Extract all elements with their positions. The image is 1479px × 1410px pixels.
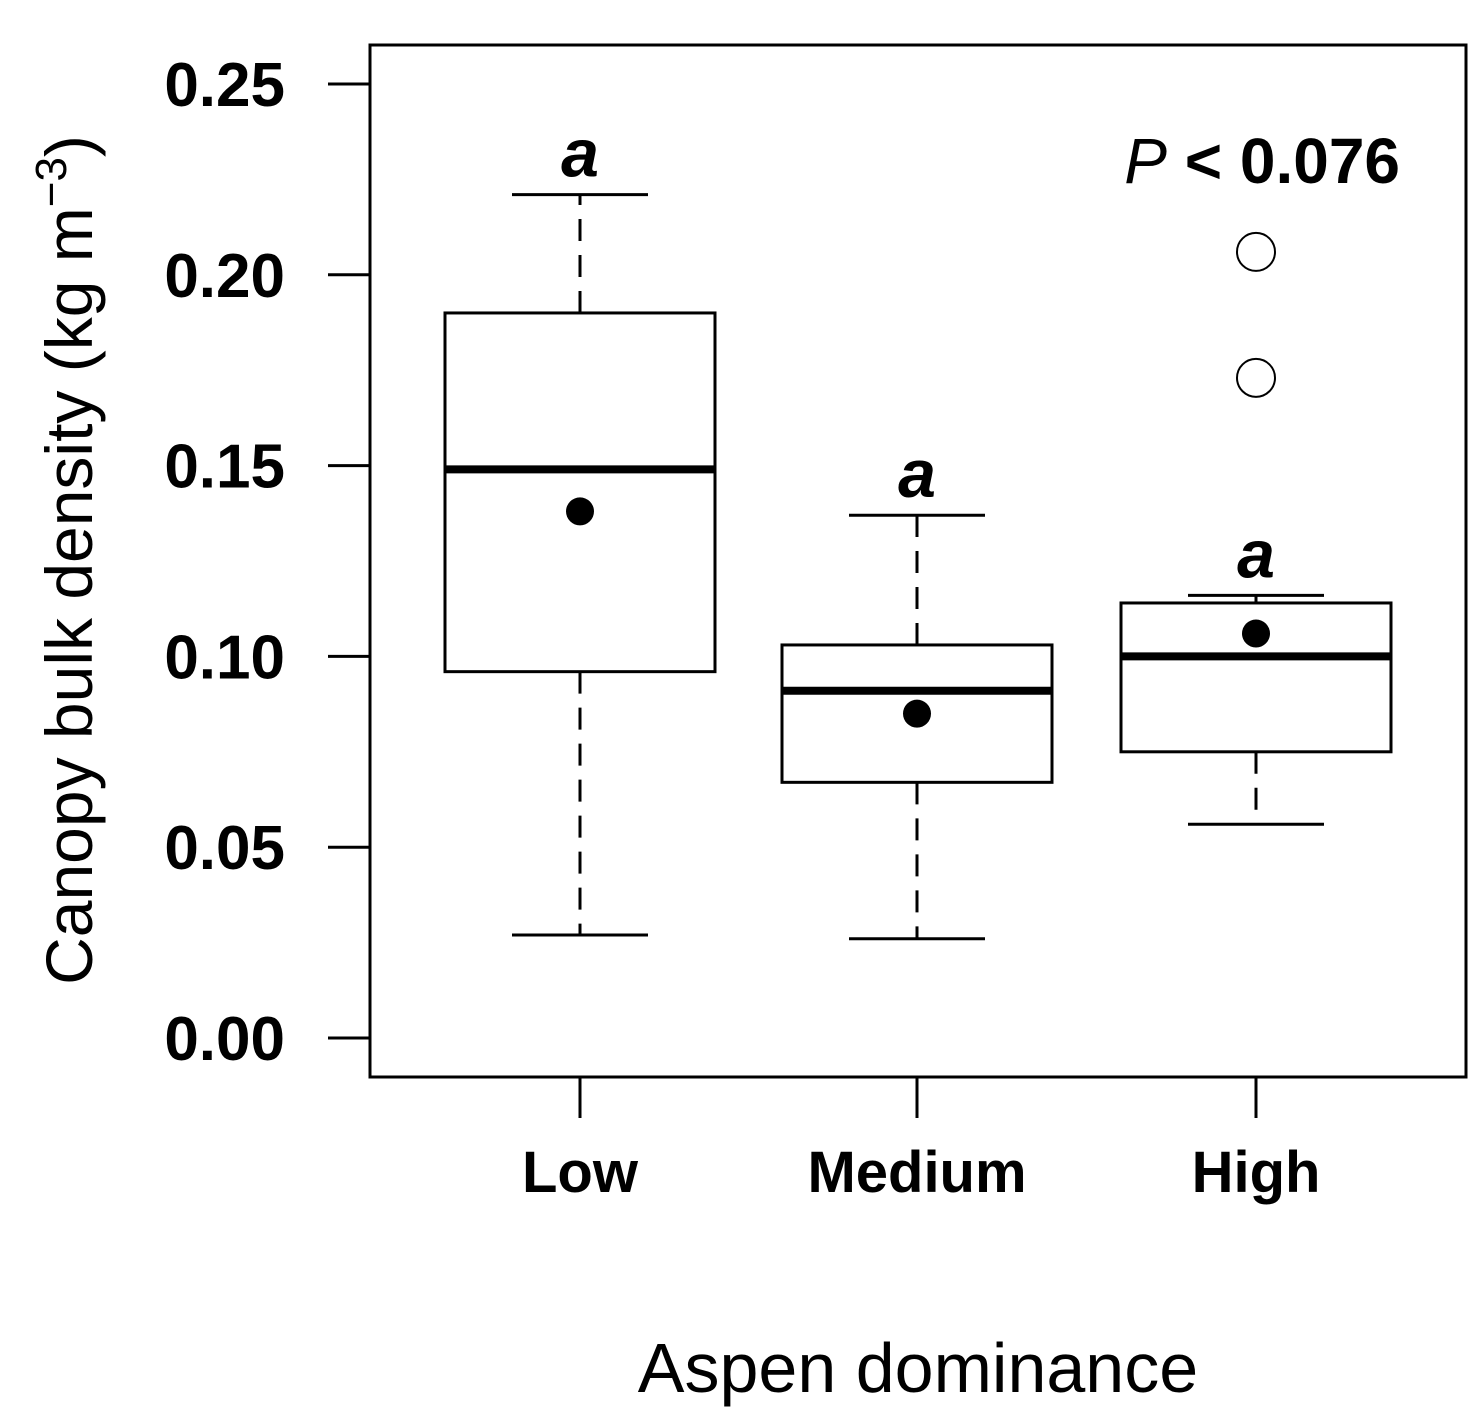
- y-axis-title: Canopy bulk density (kg m−3): [27, 135, 106, 985]
- significance-letter: a: [561, 116, 599, 192]
- box-high: a: [1119, 231, 1393, 826]
- significance-letter: a: [1237, 516, 1275, 592]
- y-tick-label: 0.10: [164, 623, 285, 692]
- significance-letter: a: [898, 436, 936, 512]
- y-tick-label: 0.20: [164, 242, 285, 311]
- x-tick-label: High: [1192, 1140, 1321, 1205]
- outlier-point: [1236, 357, 1276, 398]
- x-axis-title: Aspen dominance: [638, 1329, 1198, 1407]
- mean-point: [566, 497, 594, 526]
- box-medium: a: [780, 436, 1054, 941]
- y-tick-label: 0.00: [164, 1005, 285, 1074]
- y-axis-title-sup: −3: [27, 157, 76, 207]
- y-axis-title-main: Canopy bulk density (kg m: [32, 207, 106, 985]
- box-low: a: [443, 116, 717, 937]
- x-tick-label: Low: [522, 1140, 639, 1205]
- p-rest: < 0.076: [1167, 125, 1400, 197]
- p-value-annotation: P < 0.076: [1124, 125, 1400, 197]
- x-axis: Low Medium High: [522, 1077, 1320, 1205]
- p-symbol: P: [1124, 125, 1167, 197]
- y-tick-label: 0.25: [164, 51, 285, 120]
- y-axis-title-close: ): [32, 135, 106, 157]
- boxes: a a a: [443, 116, 1393, 941]
- mean-point: [1242, 619, 1270, 648]
- y-axis: 0.00 0.05 0.10 0.15 0.20 0.25: [164, 51, 370, 1074]
- y-tick-label: 0.05: [164, 814, 285, 883]
- mean-point: [903, 699, 931, 728]
- iqr-box: [443, 311, 717, 674]
- outlier-point: [1236, 231, 1276, 272]
- x-tick-label: Medium: [807, 1140, 1026, 1205]
- y-tick-label: 0.15: [164, 433, 285, 502]
